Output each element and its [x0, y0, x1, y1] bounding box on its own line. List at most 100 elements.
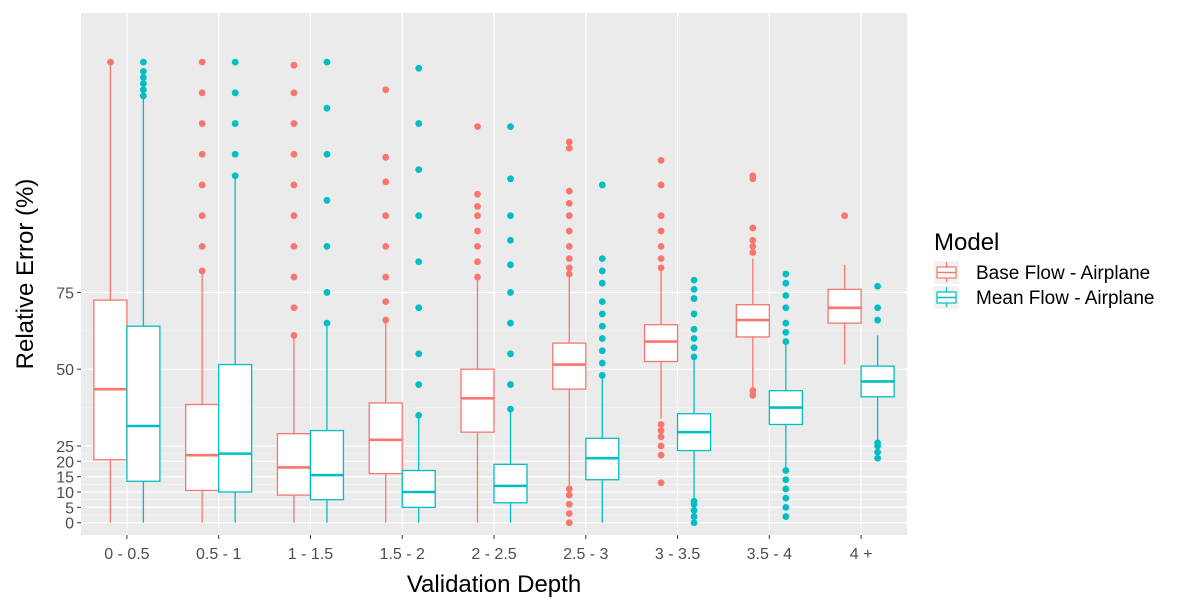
outlier-point [382, 273, 390, 281]
outlier-point [231, 150, 239, 158]
box-iqr [643, 324, 679, 363]
outlier-point [323, 58, 331, 66]
box [460, 123, 495, 523]
outlier-point [657, 227, 665, 235]
outlier-point [598, 267, 606, 275]
outlier-point [565, 519, 573, 527]
outlier-point [749, 249, 757, 256]
outlier-point [198, 120, 206, 127]
outlier-point [382, 298, 390, 306]
outlier-point [657, 264, 665, 272]
x-tick-label: 1 - 1.5 [288, 546, 333, 563]
outlier-point [690, 344, 698, 352]
outlier-point [690, 507, 698, 514]
box [368, 86, 403, 523]
outlier-point [382, 178, 390, 186]
box-iqr [368, 402, 403, 475]
outlier-point [874, 448, 882, 456]
y-tick-label: 75 [56, 285, 74, 302]
outlier-point [690, 513, 698, 520]
outlier-point [565, 491, 573, 499]
outlier-point [415, 381, 423, 388]
outlier-point [415, 411, 423, 419]
outlier-point [507, 212, 514, 220]
outlier-point [139, 58, 147, 66]
outlier-point [565, 485, 573, 493]
x-tick-label: 0 - 0.5 [104, 546, 149, 563]
outlier-point [782, 338, 790, 345]
legend-title: Model [934, 229, 999, 256]
outlier-point [598, 310, 606, 318]
outlier-point [598, 255, 606, 263]
outlier-point [382, 153, 390, 161]
outlier-point [415, 212, 423, 220]
outlier-point [690, 325, 698, 333]
outlier-point [415, 64, 423, 72]
outlier-point [290, 242, 298, 250]
outlier-point [690, 276, 698, 284]
legend-item: Mean Flow - Airplane [934, 286, 1154, 309]
outlier-point [657, 421, 665, 428]
box-iqr [93, 299, 128, 461]
outlier-point [106, 58, 114, 66]
outlier-point [507, 319, 514, 327]
x-tick-label: 3 - 3.5 [655, 546, 700, 563]
outlier-point [657, 433, 665, 441]
outlier-point [782, 476, 790, 484]
outlier-point [415, 166, 423, 174]
outlier-point [657, 442, 665, 450]
box [860, 282, 895, 462]
outlier-point [565, 255, 573, 263]
box-iqr [401, 469, 436, 509]
x-axis-title: Validation Depth [407, 571, 581, 598]
outlier-point [198, 150, 206, 158]
y-tick-label: 5 [65, 500, 74, 517]
box [126, 58, 161, 523]
x-tick-label: 1.5 - 2 [380, 546, 425, 563]
outlier-point [565, 212, 573, 220]
outlier-point [415, 258, 423, 266]
box-iqr [309, 429, 345, 501]
legend-label: Base Flow - Airplane [976, 263, 1150, 284]
outlier-point [323, 289, 331, 296]
y-tick-label: 10 [56, 485, 74, 502]
outlier-point [323, 242, 331, 250]
legend: Model Base Flow - Airplane Mean Flow - Ai… [934, 229, 1154, 309]
box-iqr [460, 368, 495, 433]
box [552, 138, 587, 527]
outlier-point [565, 144, 573, 152]
outlier-point [782, 485, 790, 493]
outlier-point [690, 335, 698, 342]
outlier-point [657, 242, 665, 250]
outlier-point [290, 212, 298, 220]
outlier-point [507, 381, 514, 388]
outlier-point [565, 264, 573, 272]
outlier-point [415, 304, 423, 312]
outlier-point [657, 427, 665, 434]
outlier-point [507, 261, 514, 269]
outlier-point [139, 80, 147, 88]
box-iqr [218, 363, 253, 493]
outlier-point [290, 89, 298, 97]
outlier-point [874, 454, 882, 462]
outlier-point [474, 212, 481, 220]
x-tick-label: 2.5 - 3 [563, 546, 608, 563]
outlier-point [323, 319, 331, 327]
outlier-point [749, 236, 757, 244]
outlier-point [474, 258, 481, 266]
box [676, 276, 712, 527]
outlier-point [782, 503, 790, 511]
outlier-point [290, 150, 298, 158]
x-axis: 0 - 0.5 0.5 - 1 1 - 1.5 1.5 - 2 2 - 2.5 2.5 -… [104, 535, 872, 563]
outlier-point [690, 519, 698, 527]
outlier-point [290, 61, 298, 69]
outlier-point [474, 242, 481, 250]
box-iqr [276, 433, 312, 496]
outlier-point [474, 227, 481, 235]
outlier-point [507, 289, 514, 296]
outlier-point [382, 316, 390, 324]
x-tick-label: 0.5 - 1 [196, 546, 241, 563]
outlier-point [565, 199, 573, 207]
box [768, 270, 803, 520]
